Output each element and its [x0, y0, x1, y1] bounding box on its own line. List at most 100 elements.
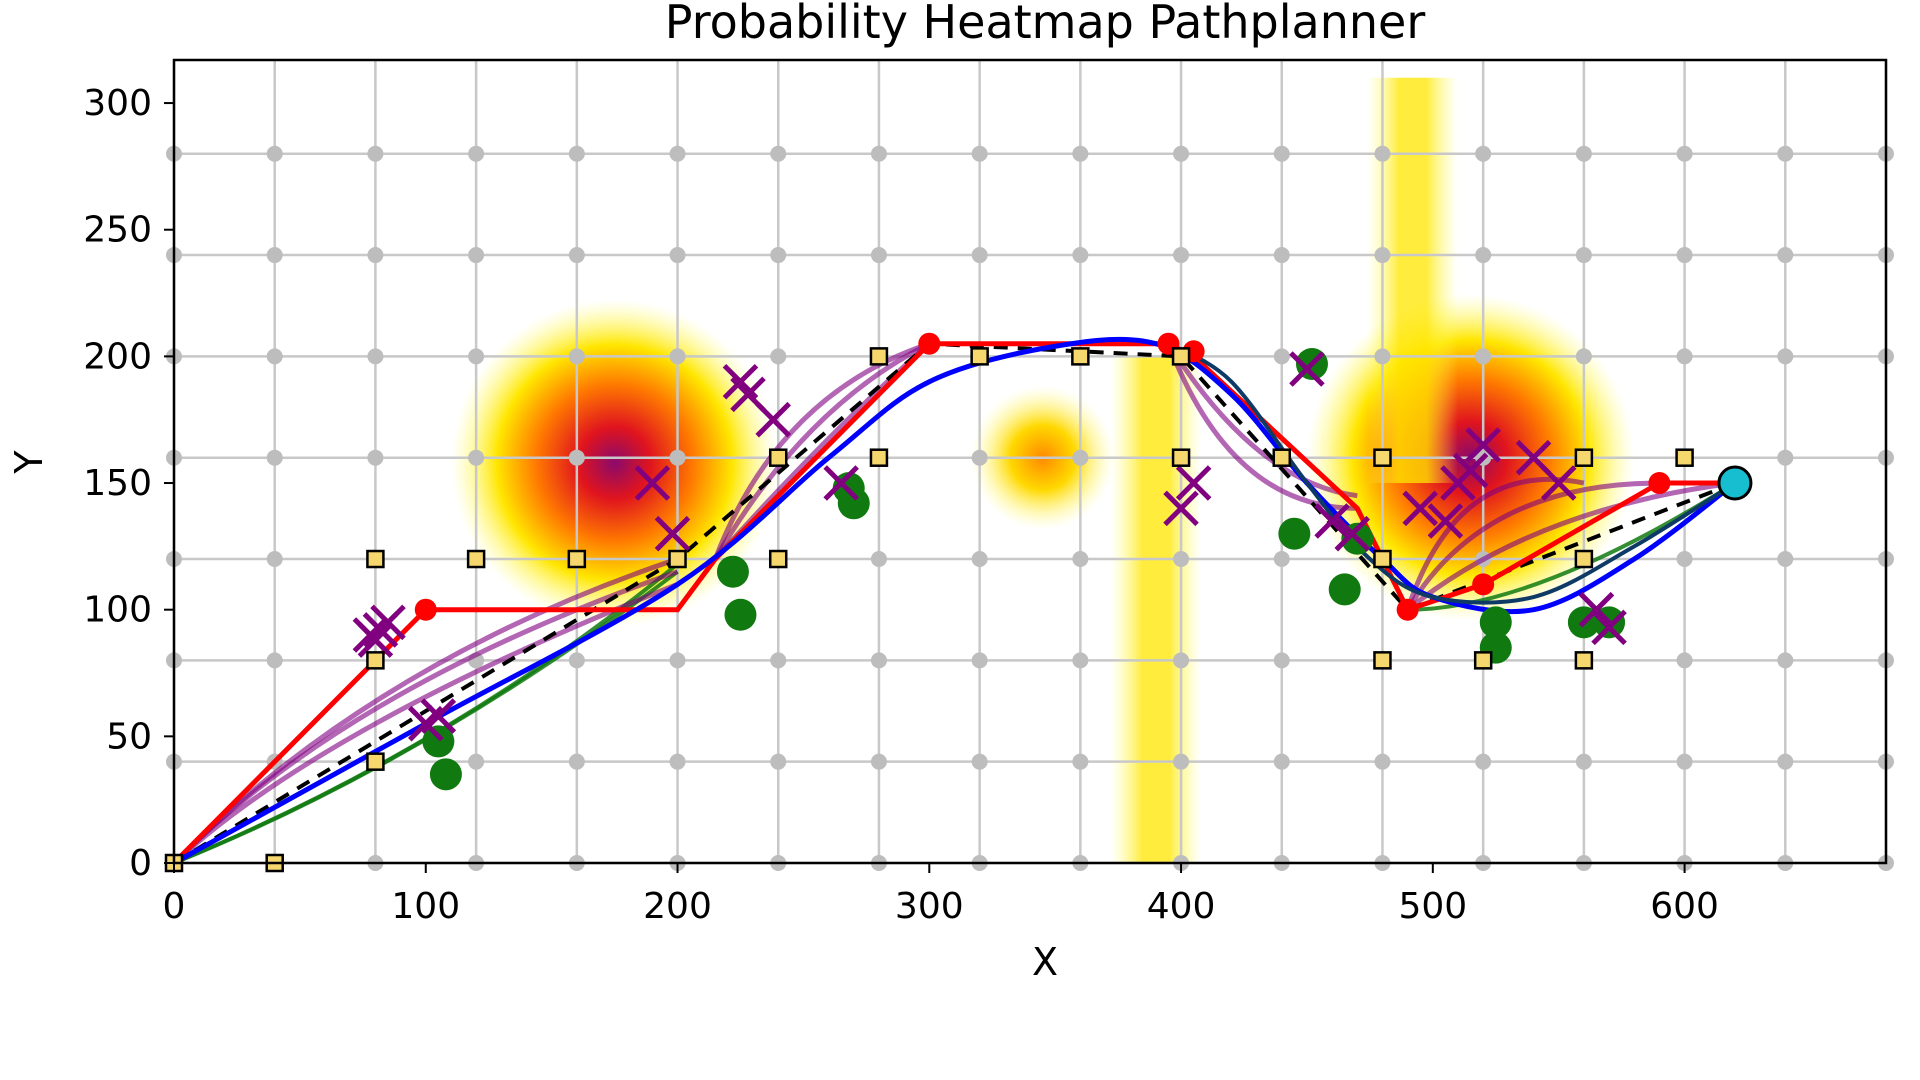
- grid-point: [568, 449, 585, 466]
- y-tick-label: 250: [83, 210, 152, 251]
- grid-point: [568, 145, 585, 162]
- grid-point: [1273, 247, 1290, 264]
- grid-point: [770, 247, 787, 264]
- purple-cross-marker: [1540, 465, 1577, 501]
- purple-cross-marker: [420, 698, 457, 734]
- purple-cross-marker: [1314, 503, 1350, 539]
- grid-point: [669, 652, 686, 669]
- grid-point: [1072, 449, 1089, 466]
- purple-cross-marker: [654, 515, 691, 552]
- grid-point: [669, 247, 686, 264]
- grid-point: [1173, 551, 1190, 568]
- purple-candidate-path: [1405, 480, 1660, 611]
- grid-point: [1273, 753, 1290, 770]
- grid-point: [971, 449, 988, 466]
- grid-point: [1676, 348, 1693, 365]
- green-sample-point: [716, 555, 749, 588]
- x-tick-label: 100: [391, 886, 460, 927]
- grid-point: [669, 753, 686, 770]
- waypoint-marker: [970, 347, 989, 366]
- grid-point: [1777, 145, 1794, 162]
- grid-point: [1777, 753, 1794, 770]
- purple-cross-marker: [357, 622, 394, 658]
- waypoint-marker: [1473, 651, 1493, 670]
- grid-point: [971, 551, 988, 568]
- waypoint-marker: [869, 448, 889, 467]
- waypoint-marker: [768, 448, 788, 467]
- x-tick-label: 400: [1147, 886, 1216, 927]
- purple-cross-marker: [823, 465, 859, 501]
- y-axis-label: Y: [7, 450, 51, 475]
- grid-point: [1777, 247, 1794, 264]
- purple-cross-marker: [1578, 591, 1615, 628]
- waypoint-marker: [1373, 651, 1392, 670]
- grid-point: [468, 449, 485, 466]
- grid-point: [1072, 551, 1089, 568]
- y-tick-label: 50: [106, 716, 152, 757]
- waypoint-marker: [366, 549, 385, 569]
- grid-point: [1676, 753, 1693, 770]
- green-sample-point: [1278, 517, 1311, 550]
- grid-point: [266, 348, 283, 365]
- grid-point: [1072, 145, 1089, 162]
- red-path-node: [414, 598, 437, 621]
- purple-cross-marker: [1175, 465, 1212, 501]
- purple-candidate-path: [174, 556, 679, 863]
- grid-point: [1676, 551, 1693, 568]
- grid-point: [669, 348, 686, 365]
- markers-layer: [164, 332, 1753, 873]
- grid-point: [568, 652, 585, 669]
- grid-point: [1575, 145, 1592, 162]
- waypoint-marker: [1272, 448, 1292, 467]
- waypoint-marker: [1171, 448, 1191, 467]
- grid-point: [1676, 652, 1693, 669]
- y-tick-label: 100: [83, 590, 152, 631]
- x-axis-label: X: [1032, 940, 1058, 984]
- navy-path: [1167, 341, 1737, 605]
- grid-point: [971, 145, 988, 162]
- green-sample-point: [422, 725, 455, 758]
- waypoint-marker: [1574, 448, 1594, 467]
- waypoint-marker: [1373, 549, 1392, 569]
- grid-point: [367, 449, 384, 466]
- grid-point: [870, 652, 887, 669]
- grid-point: [1777, 652, 1794, 669]
- grid-point: [1273, 145, 1290, 162]
- waypoint-marker: [1071, 347, 1090, 366]
- grid-point: [870, 551, 887, 568]
- green-sample-point: [724, 598, 757, 631]
- grid-point: [870, 753, 887, 770]
- goal-marker: [1717, 465, 1753, 501]
- grid-point: [1374, 753, 1391, 770]
- grid-point: [1676, 247, 1693, 264]
- grid-point: [1575, 753, 1592, 770]
- waypoint-marker: [366, 752, 385, 771]
- grid-point: [367, 247, 384, 264]
- x-tick-label: 500: [1398, 886, 1467, 927]
- grid-point: [266, 652, 283, 669]
- heat-band: [1367, 77, 1458, 484]
- green-sample-point: [1328, 573, 1361, 606]
- purple-cross-marker: [1402, 490, 1439, 527]
- plot-frame: [172, 58, 1888, 865]
- grid-point: [1072, 753, 1089, 770]
- y-tick-label: 150: [83, 463, 152, 504]
- purple-candidate-path: [1406, 480, 1736, 612]
- heatmap-layer: [450, 77, 1635, 863]
- purple-candidate-path: [174, 582, 679, 863]
- grid-point: [1777, 551, 1794, 568]
- red-path-node: [1648, 472, 1671, 495]
- grid-point: [1374, 145, 1391, 162]
- purple-cross-marker: [1465, 427, 1501, 463]
- grid-point: [669, 145, 686, 162]
- green-sample-point: [1479, 606, 1512, 639]
- grid-point: [1676, 145, 1693, 162]
- grid-point: [468, 247, 485, 264]
- purple-candidate-path: [713, 341, 931, 561]
- red-path-node: [918, 332, 941, 355]
- grid-point: [1173, 753, 1190, 770]
- waypoint-marker: [1171, 347, 1191, 366]
- chart-title: Probability Heatmap Pathplanner: [665, 0, 1426, 49]
- waypoint-marker: [768, 549, 788, 569]
